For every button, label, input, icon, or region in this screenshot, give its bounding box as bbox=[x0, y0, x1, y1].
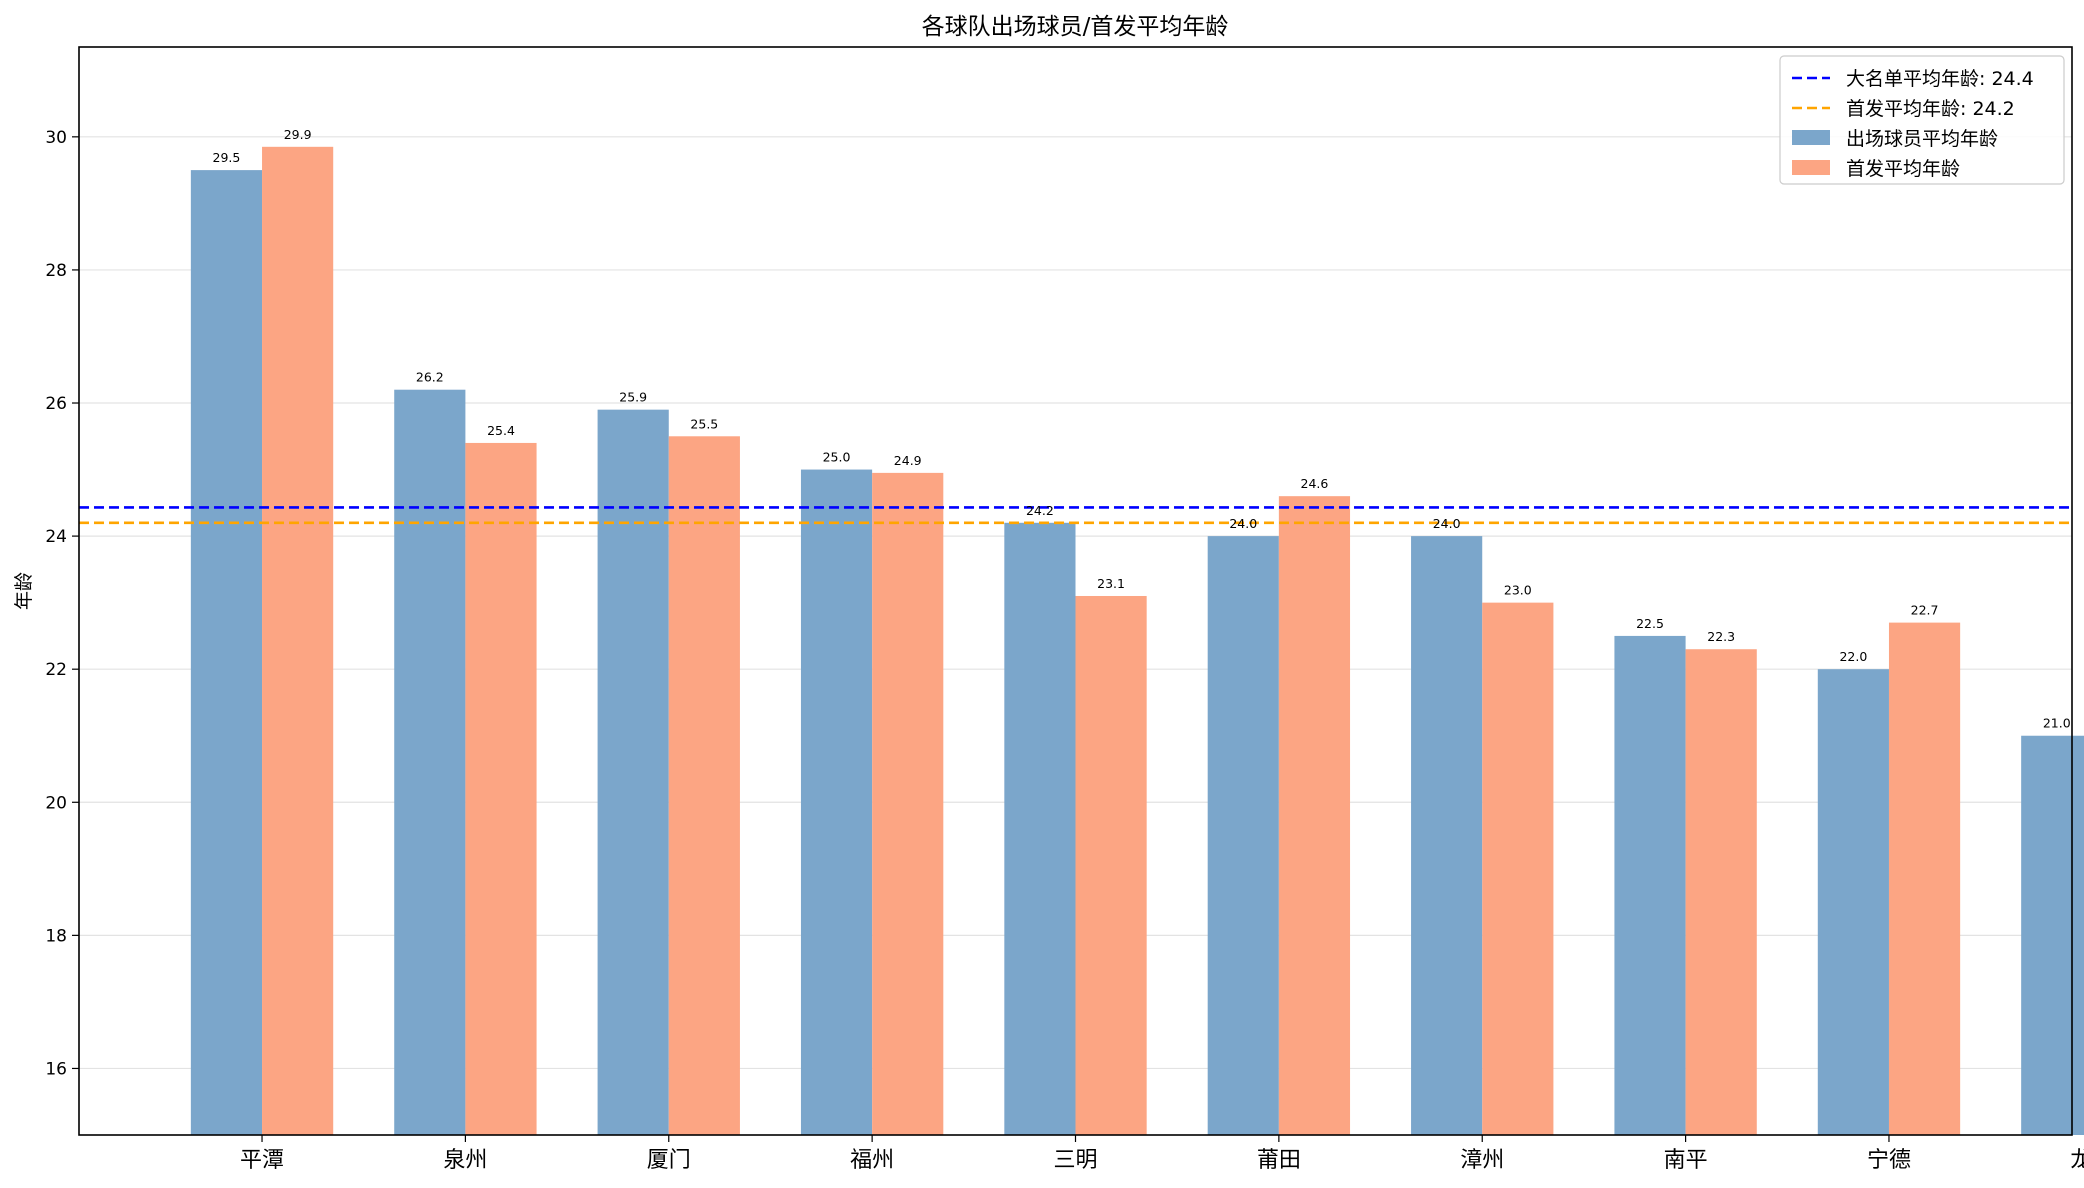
bar bbox=[1207, 536, 1279, 1135]
bar bbox=[1278, 496, 1351, 1135]
legend-label: 大名单平均年龄: 24.4 bbox=[1846, 68, 2034, 90]
bar-value-label: 24.0 bbox=[1433, 516, 1461, 531]
chart-title: 各球队出场球员/首发平均年龄 bbox=[922, 14, 1229, 40]
legend-label: 首发平均年龄: 24.2 bbox=[1846, 98, 2015, 120]
x-tick-label: 宁德 bbox=[1867, 1148, 1911, 1173]
bar-value-label: 22.0 bbox=[1839, 649, 1867, 664]
x-tick-label: 平潭 bbox=[240, 1148, 284, 1173]
bar bbox=[465, 442, 537, 1135]
bar-value-label: 25.0 bbox=[823, 450, 851, 465]
y-axis-label: 年龄 bbox=[13, 572, 35, 610]
bar-value-label: 29.9 bbox=[284, 127, 312, 142]
bar bbox=[394, 389, 466, 1135]
bar-value-label: 26.2 bbox=[416, 370, 444, 385]
y-tick-label: 16 bbox=[45, 1059, 67, 1079]
y-tick-label: 22 bbox=[45, 660, 67, 680]
bar bbox=[800, 469, 873, 1135]
legend-box bbox=[1779, 55, 2065, 185]
bar-value-label: 23.0 bbox=[1504, 583, 1532, 598]
x-tick-label: 三明 bbox=[1053, 1148, 1097, 1173]
bar bbox=[872, 472, 944, 1135]
bar-value-label: 24.9 bbox=[894, 453, 922, 468]
bar-value-label: 24.2 bbox=[1026, 503, 1054, 518]
x-axis-ticks: 平潭 泉州 厦门 福州 三明 莆田 漳州 南平 宁德 龙岩 bbox=[240, 1135, 2084, 1173]
bar bbox=[1004, 522, 1076, 1135]
bar-value-label: 24.0 bbox=[1229, 516, 1257, 531]
bar bbox=[1888, 622, 1961, 1135]
x-tick-label: 漳州 bbox=[1460, 1148, 1504, 1173]
bar bbox=[1411, 536, 1483, 1135]
y-tick-label: 18 bbox=[45, 926, 67, 946]
bar bbox=[262, 146, 334, 1135]
legend-label: 出场球员平均年龄 bbox=[1846, 128, 1998, 150]
bar-value-label: 22.3 bbox=[1707, 629, 1735, 644]
y-tick-label: 20 bbox=[45, 793, 67, 813]
bar bbox=[2021, 735, 2084, 1135]
y-tick-label: 28 bbox=[45, 261, 67, 281]
x-tick-label: 龙岩 bbox=[2070, 1148, 2084, 1173]
x-tick-label: 厦门 bbox=[647, 1148, 691, 1173]
bar-value-label: 22.7 bbox=[1911, 603, 1939, 618]
bar bbox=[190, 170, 263, 1135]
bar-value-label: 25.9 bbox=[619, 390, 647, 405]
bar bbox=[1614, 635, 1686, 1135]
x-tick-label: 福州 bbox=[850, 1148, 894, 1173]
y-axis-ticks: 16 18 20 22 24 26 28 30 bbox=[45, 128, 79, 1079]
legend-color-swatch bbox=[1792, 160, 1830, 175]
bar bbox=[1482, 602, 1554, 1135]
bar-value-label: 25.4 bbox=[487, 423, 515, 438]
x-tick-label: 莆田 bbox=[1257, 1148, 1301, 1173]
x-tick-label: 南平 bbox=[1664, 1148, 1708, 1173]
bar bbox=[1685, 649, 1757, 1135]
data-labels: 29.5 29.9 26.2 25.4 25.9 25.5 25.0 24.9 24.2 23.1… bbox=[213, 127, 2071, 731]
legend-color-swatch bbox=[1792, 130, 1830, 145]
bar-series bbox=[190, 146, 2084, 1136]
y-tick-label: 24 bbox=[45, 527, 67, 547]
x-tick-label: 泉州 bbox=[443, 1148, 487, 1173]
bar bbox=[1075, 595, 1147, 1135]
bar-value-label: 25.5 bbox=[690, 416, 718, 431]
bar-value-label: 23.1 bbox=[1097, 576, 1125, 591]
bar bbox=[668, 436, 740, 1135]
bar-value-label: 29.5 bbox=[213, 150, 241, 165]
legend-label: 首发平均年龄 bbox=[1846, 158, 1960, 180]
bar bbox=[597, 409, 669, 1136]
bar-value-label: 21.0 bbox=[2043, 716, 2071, 731]
bar-value-label: 24.6 bbox=[1301, 476, 1329, 491]
y-tick-label: 26 bbox=[45, 394, 67, 414]
reference-lines bbox=[79, 506, 2072, 525]
bar bbox=[1817, 669, 1889, 1135]
y-tick-label: 30 bbox=[45, 128, 67, 148]
bar-value-label: 22.5 bbox=[1636, 616, 1664, 631]
